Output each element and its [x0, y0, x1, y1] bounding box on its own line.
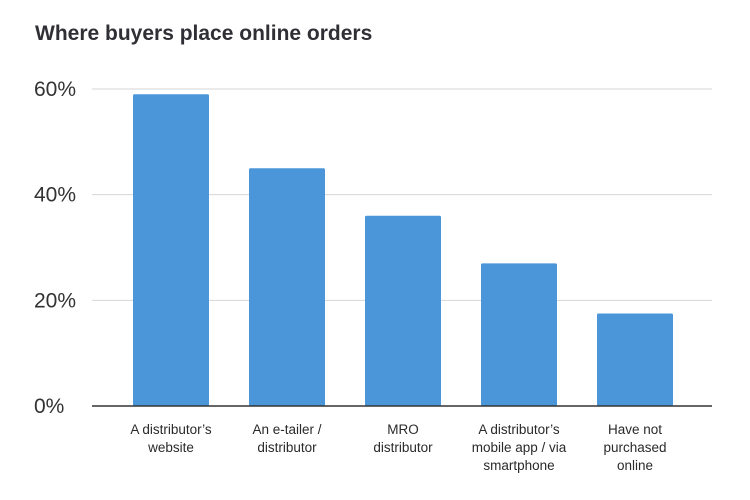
x-tick-label-line: distributor [257, 440, 317, 455]
y-tick-label: 60% [34, 78, 76, 101]
x-tick-label: An e-tailer / distributor [252, 422, 321, 455]
x-tick-label-line: An e-tailer / [252, 422, 321, 437]
x-tick-label: MRO distributor [373, 422, 433, 455]
y-axis-ticks: 0% 20% 40% 60% [34, 78, 76, 418]
x-tick-label: A distributor’s website [130, 422, 212, 455]
x-tick-label: A distributor’s mobile app / via smartphon… [472, 422, 567, 473]
x-tick-label-line: Have not [608, 422, 662, 437]
bar [365, 215, 441, 406]
bar [481, 263, 557, 406]
y-tick-label: 40% [34, 184, 76, 207]
x-tick-label-line: distributor [373, 440, 433, 455]
x-tick-label: Have not purchased online [603, 422, 666, 473]
x-tick-label-line: online [617, 458, 653, 473]
x-tick-label-line: purchased [603, 440, 666, 455]
x-tick-label-line: A distributor’s [130, 422, 212, 437]
chart-title: Where buyers place online orders [35, 22, 373, 45]
x-tick-label-line: website [147, 440, 194, 455]
bar [249, 168, 325, 406]
y-tick-label: 0% [34, 395, 64, 418]
x-tick-label-line: A distributor’s [478, 422, 560, 437]
x-axis-ticks: A distributor’s website An e-tailer / distr… [130, 422, 666, 473]
x-tick-label-line: MRO [387, 422, 419, 437]
bar [597, 313, 673, 406]
bars [133, 94, 673, 407]
x-tick-label-line: smartphone [483, 458, 554, 473]
x-tick-label-line: mobile app / via [472, 440, 567, 455]
y-tick-label: 20% [34, 289, 76, 312]
bar [133, 94, 209, 407]
